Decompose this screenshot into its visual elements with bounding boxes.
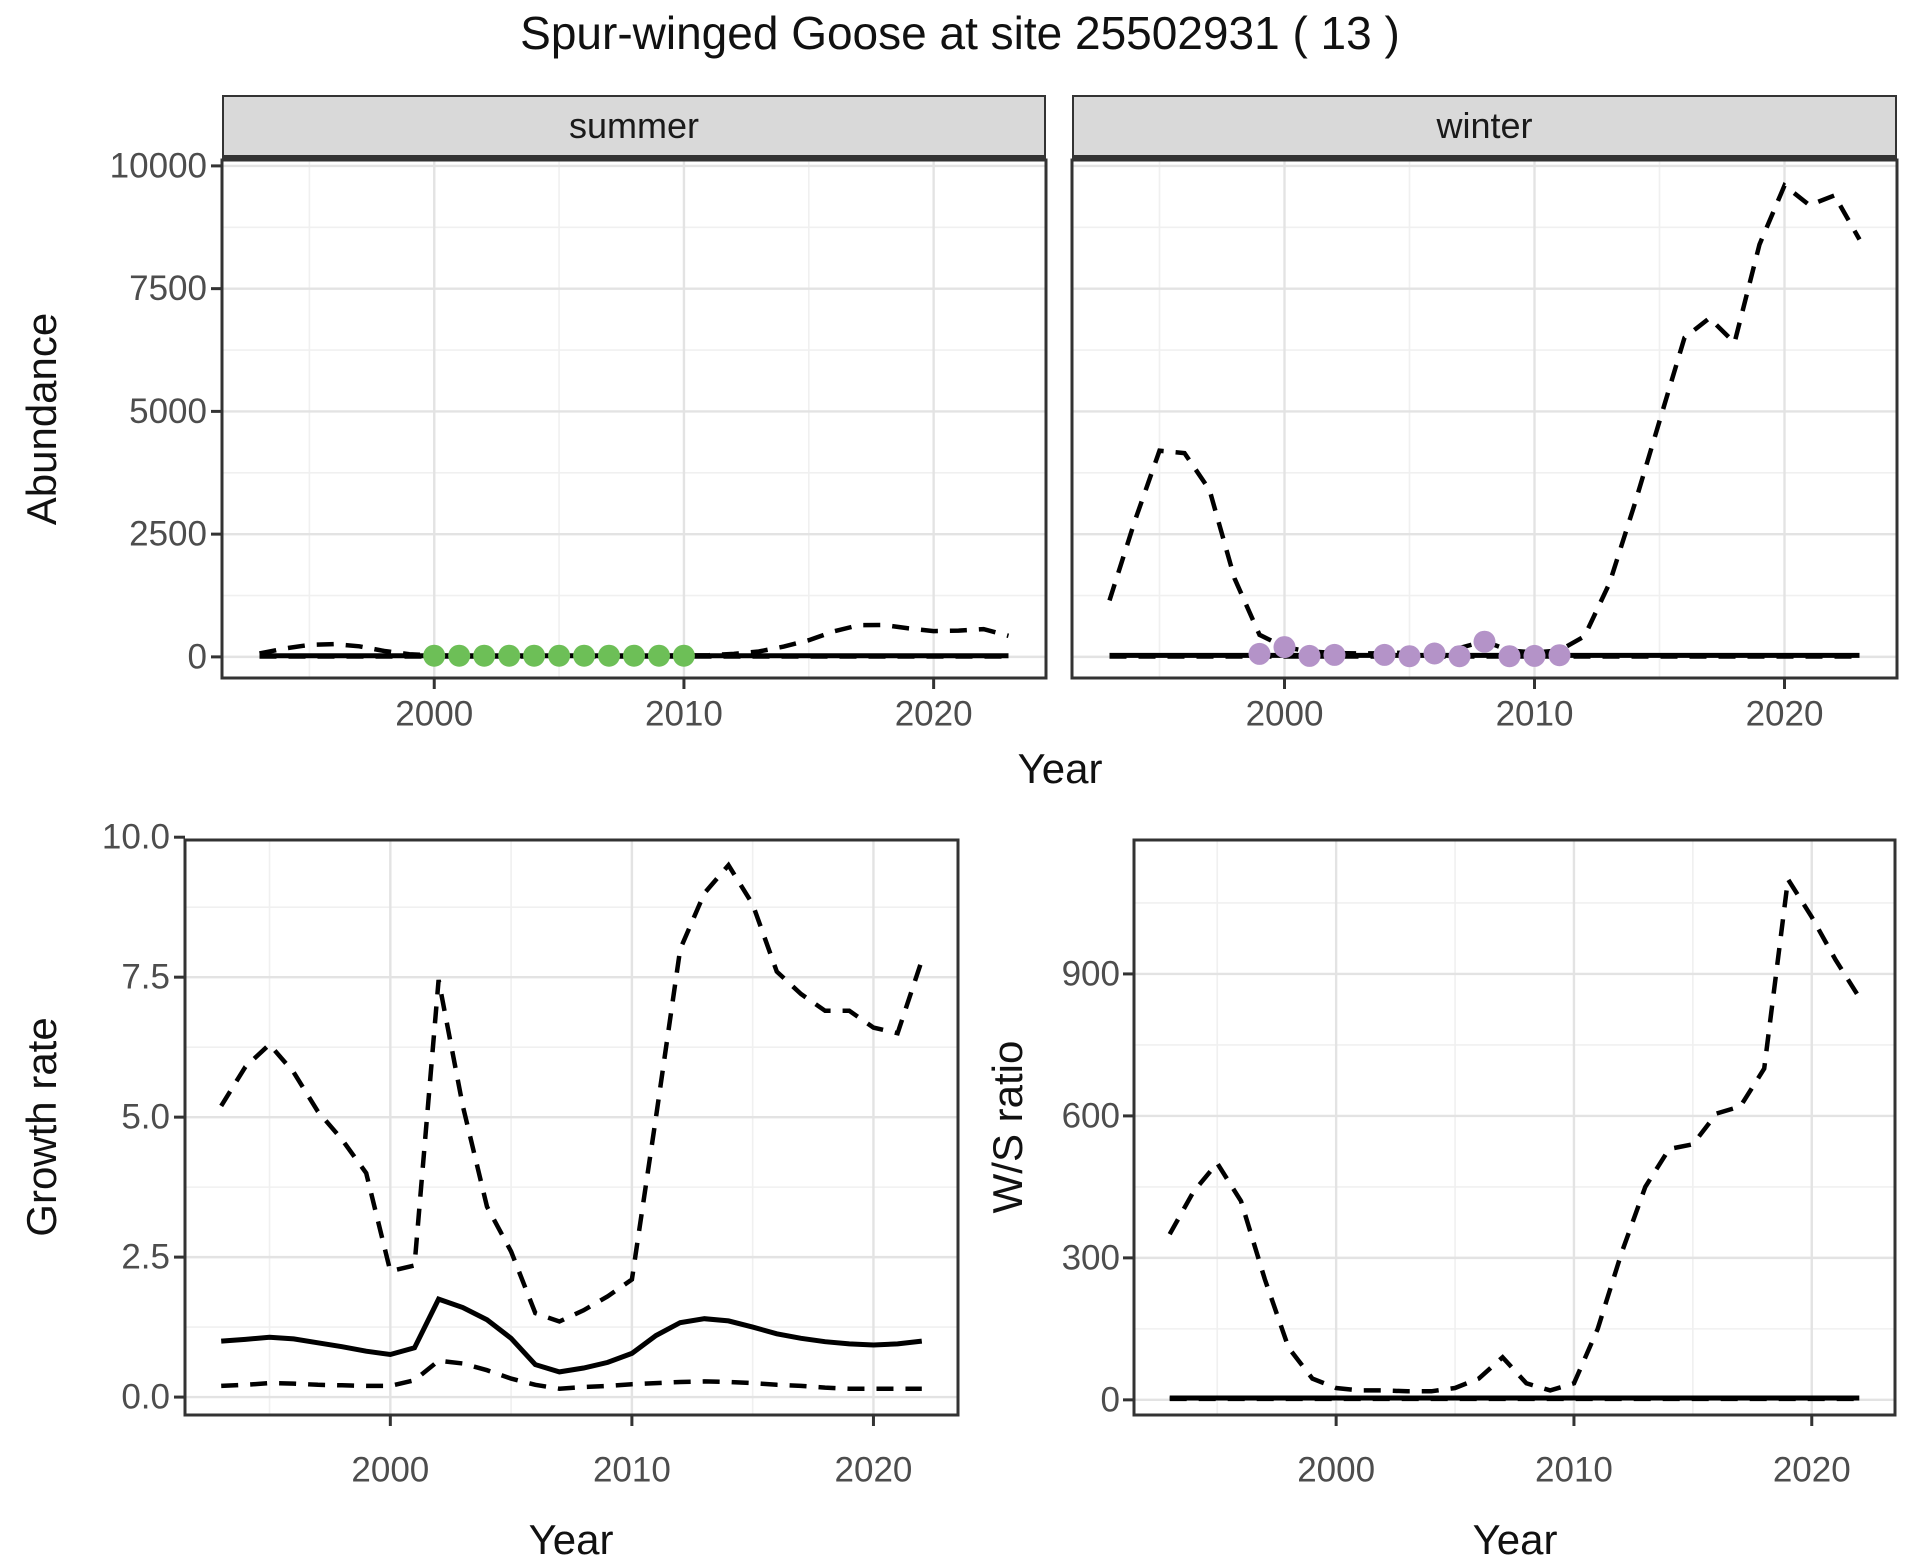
growth_rate-ytick-label: 10.0 [102, 818, 170, 857]
ws_ratio-xtick-label: 2000 [1297, 1451, 1375, 1490]
growth-rate-axis-title: Growth rate [18, 1017, 65, 1237]
abundance_summer-xtick-label: 2020 [895, 695, 973, 734]
abundance_winter-point [1473, 630, 1496, 653]
facet-strip-summer-label: summer [568, 105, 699, 146]
ws_ratio-ytick-label: 600 [1062, 1096, 1120, 1135]
abundance_winter-upper_ci-line [1107, 181, 1862, 656]
abundance_winter-point [1448, 645, 1471, 668]
abundance_winter-point [1523, 644, 1546, 667]
abundance_winter-point [1498, 645, 1521, 668]
growth_rate-ytick-label: 2.5 [121, 1238, 170, 1277]
growth_rate-ytick-label: 7.5 [121, 958, 170, 997]
ws_ratio-ytick-label: 900 [1062, 954, 1120, 993]
abundance_winter-point [1273, 636, 1296, 659]
abundance_winter-xtick-label: 2010 [1496, 695, 1574, 734]
abundance_winter-point [1248, 642, 1271, 665]
abundance_winter-point [1373, 643, 1396, 666]
facet-strip-winter: winter [1072, 95, 1897, 160]
abundance_winter-point [1398, 645, 1421, 668]
ws-year-axis-title: Year [1472, 1516, 1558, 1560]
abundance_summer-ytick-label: 0 [188, 637, 207, 676]
facet-strip-winter-label: winter [1436, 105, 1533, 146]
growth_rate-lower_ci-line [221, 1358, 922, 1391]
top-year-axis-title: Year [1017, 745, 1103, 792]
abundance_winter-xtick-label: 2000 [1246, 695, 1324, 734]
ws_ratio-ytick-label: 300 [1062, 1238, 1120, 1277]
abundance_summer-ytick-label: 2500 [129, 515, 207, 554]
growth_rate-ytick-label: 0.0 [121, 1378, 170, 1417]
ws_ratio-upper_ci-line [1167, 872, 1862, 1394]
abundance_summer-point [548, 644, 571, 667]
abundance_winter-xtick-label: 2020 [1746, 695, 1824, 734]
ws_ratio-xtick-label: 2010 [1535, 1451, 1613, 1490]
growth_rate-xtick-label: 2020 [835, 1451, 913, 1490]
abundance_winter-point [1548, 644, 1571, 667]
abundance_winter-point [1298, 644, 1321, 667]
abundance_summer-point [423, 644, 446, 667]
ws-ratio-axis-title: W/S ratio [984, 1040, 1031, 1214]
growth_rate-upper_ci-line [219, 861, 924, 1324]
growth_rate-fit-line [221, 1296, 923, 1375]
abundance_summer-ytick-label: 5000 [129, 392, 207, 431]
growth_rate-xtick-label: 2000 [351, 1451, 429, 1490]
growth-year-axis-title: Year [528, 1516, 614, 1560]
abundance_summer-point [598, 644, 620, 667]
ws_ratio-xtick-label: 2020 [1773, 1451, 1851, 1490]
abundance_winter-point [1323, 643, 1346, 666]
abundance_summer-xtick-label: 2010 [645, 695, 723, 734]
facet-strip-summer: summer [222, 95, 1046, 160]
abundance_summer-point [523, 644, 546, 667]
abundance_summer-point [623, 644, 645, 667]
growth_rate-xtick-label: 2010 [593, 1451, 671, 1490]
abundance_summer-ytick-label: 7500 [129, 269, 207, 308]
abundance_summer-point [448, 644, 471, 667]
abundance_summer-point [573, 644, 596, 667]
abundance_summer-point [648, 644, 670, 667]
abundance_summer-point [498, 644, 521, 667]
abundance-axis-title: Abundance [18, 312, 65, 526]
abundance_winter-point [1423, 642, 1446, 665]
abundance_summer-point [672, 644, 695, 667]
abundance_summer-point [473, 644, 496, 667]
ws_ratio-ytick-label: 0 [1101, 1380, 1120, 1419]
abundance_summer-xtick-label: 2000 [395, 695, 473, 734]
abundance_summer-upper_ci-line [259, 622, 1010, 659]
abundance_summer-ytick-label: 10000 [110, 146, 207, 185]
growth_rate-ytick-label: 5.0 [121, 1098, 170, 1137]
page-title: Spur-winged Goose at site 25502931 ( 13 … [520, 7, 1400, 59]
